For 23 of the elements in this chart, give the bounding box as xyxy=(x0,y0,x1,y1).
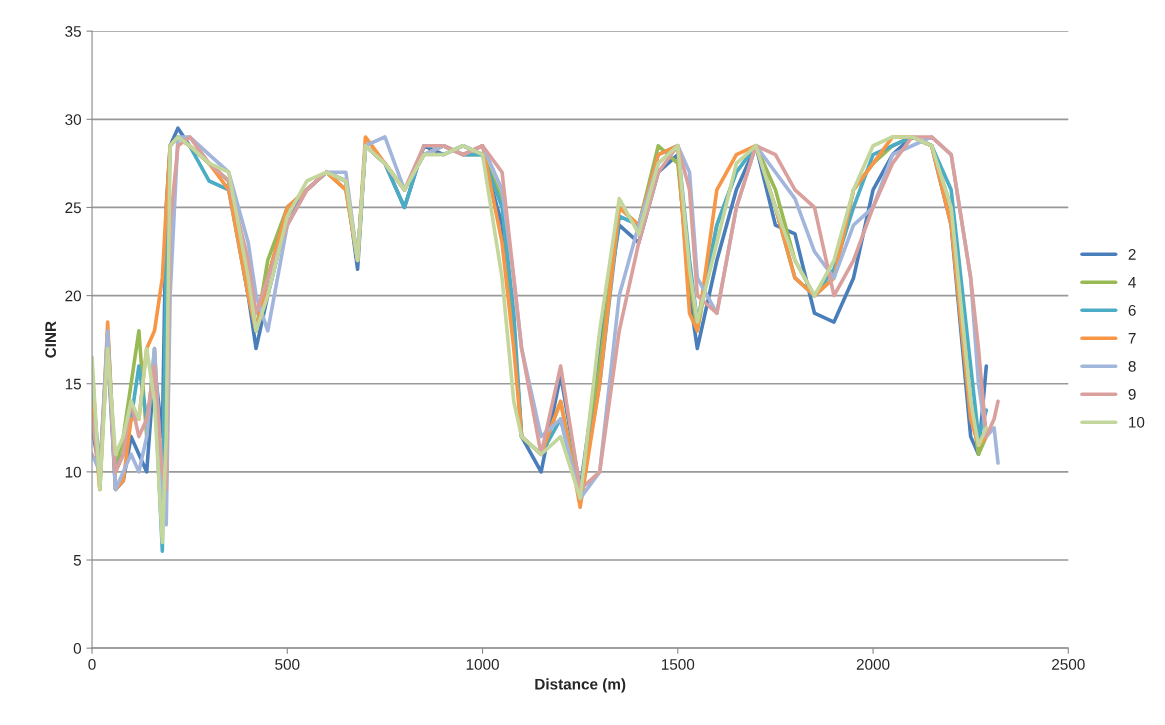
y-tick-label: 5 xyxy=(73,555,81,566)
y-tick-label: 35 xyxy=(65,26,81,37)
legend-label: 9 xyxy=(1128,388,1136,400)
y-tick-label: 10 xyxy=(65,466,82,478)
y-tick-label: 15 xyxy=(65,378,81,390)
legend-label: 8 xyxy=(1128,360,1136,372)
y-tick-label: 20 xyxy=(65,290,82,302)
y-tick-label: 0 xyxy=(73,643,82,654)
x-tick-label: 1500 xyxy=(661,658,695,670)
x-tick-label: 2500 xyxy=(1052,658,1085,670)
x-tick-label: 0 xyxy=(88,658,96,670)
legend-label: 7 xyxy=(1128,333,1136,344)
legend-label: 6 xyxy=(1128,304,1136,316)
x-tick-label: 500 xyxy=(275,658,300,670)
legend-label: 2 xyxy=(1128,248,1136,260)
x-tick-label: 2000 xyxy=(856,658,890,670)
y-axis-title: CINR xyxy=(45,321,57,358)
legend-label: 4 xyxy=(1128,277,1136,288)
y-tick-label: 30 xyxy=(65,114,82,125)
x-axis-title: Distance (m) xyxy=(535,678,626,693)
y-tick-label: 25 xyxy=(65,202,81,214)
legend-label: 10 xyxy=(1129,416,1145,428)
x-tick-label: 1000 xyxy=(466,658,499,670)
